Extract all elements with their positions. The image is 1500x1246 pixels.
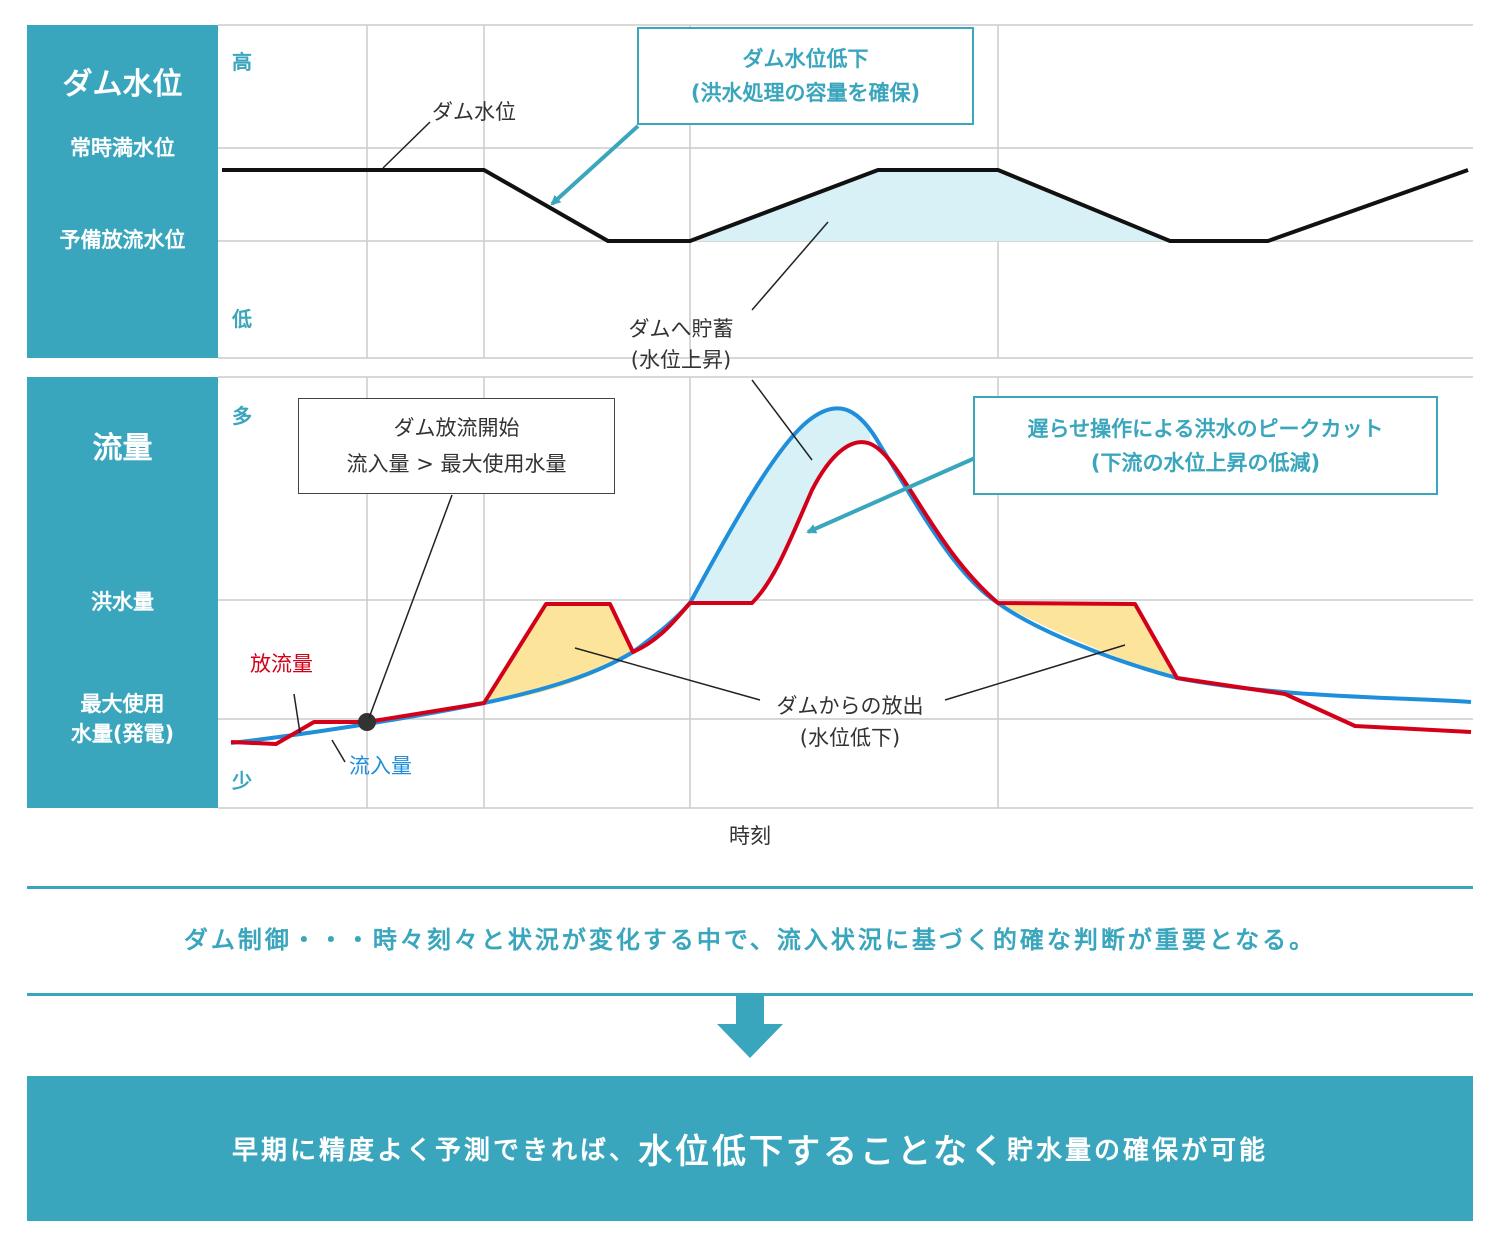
peak-cut-arrow <box>806 456 976 534</box>
level-drop-callout-line1: ダム水位低下 <box>742 47 869 71</box>
dam-level-panel: ダム水位 常時満水位 予備放流水位 <box>27 25 218 358</box>
summary-bottom-rule <box>27 993 1473 996</box>
axis-low-label: 低 <box>232 307 252 331</box>
conclusion-banner: 早期に精度よく予測できれば、 水位低下することなく 貯水量の確保が可能 <box>27 1076 1473 1221</box>
level-drop-callout-line2: (洪水処理の容量を確保) <box>690 81 921 105</box>
flood-flow-label: 洪水量 <box>91 590 154 614</box>
dam-level-annotation: ダム水位 <box>432 100 516 124</box>
leader-lines <box>293 121 1126 763</box>
discharge-annotation-line2: (水位低下) <box>799 726 901 750</box>
conclusion-part1: 早期に精度よく予測できれば、 <box>231 1136 638 1166</box>
dam-storage-area <box>690 170 1170 241</box>
axis-few-label: 少 <box>232 769 252 793</box>
flow-panel: 流量 洪水量 最大使用 水量(発電) <box>27 377 218 808</box>
release-area-2 <box>998 603 1177 678</box>
level-drop-callout: ダム水位低下 (洪水処理の容量を確保) <box>637 27 974 125</box>
summary-top-rule <box>27 886 1473 889</box>
max-use-flow-label-line1: 最大使用 <box>80 692 165 716</box>
peak-cut-callout-line1: 遅らせ操作による洪水のピークカット <box>1027 417 1384 441</box>
peak-cut-callout-line2: (下流の水位上昇の低減) <box>1090 451 1321 475</box>
inflow-legend-label: 流入量 <box>349 754 412 778</box>
conclusion-part2: 水位低下することなく <box>638 1132 1007 1172</box>
down-arrow-icon <box>717 996 783 1058</box>
storage-annotation-line1: ダムへ貯蓄 <box>628 317 734 341</box>
release-start-point <box>358 713 376 731</box>
release-start-callout: ダム放流開始 流入量 > 最大使用水量 <box>298 398 615 494</box>
x-axis-label: 時刻 <box>729 824 771 848</box>
release-start-callout-line2: 流入量 > 最大使用水量 <box>346 452 567 476</box>
outflow-line <box>230 440 1472 746</box>
summary-text: ダム制御・・・時々刻々と状況が変化する中で、流入状況に基づく的確な判断が重要とな… <box>183 926 1317 954</box>
inflow-line <box>230 406 1472 745</box>
level-drop-arrow <box>550 124 640 206</box>
release-start-callout-line1: ダム放流開始 <box>393 416 520 440</box>
reserve-discharge-level-label: 予備放流水位 <box>59 228 186 252</box>
storage-annotation-line2: (水位上昇) <box>630 348 732 372</box>
max-use-flow-label-line2: 水量(発電) <box>70 722 175 746</box>
discharge-annotation-line1: ダムからの放出 <box>776 694 924 718</box>
peak-cut-callout: 遅らせ操作による洪水のピークカット (下流の水位上昇の低減) <box>973 396 1438 495</box>
dam-water-level-line <box>222 168 1469 243</box>
flow-panel-title: 流量 <box>92 431 153 466</box>
full-water-level-label: 常時満水位 <box>70 136 175 160</box>
conclusion-part3: 貯水量の確保が可能 <box>1006 1136 1268 1166</box>
dam-level-panel-title: ダム水位 <box>62 67 183 102</box>
axis-high-label: 高 <box>232 50 252 74</box>
outflow-legend-label: 放流量 <box>250 652 313 676</box>
release-area-1 <box>484 604 633 703</box>
axis-many-label: 多 <box>232 404 252 428</box>
dam-operation-diagram: 時刻 <box>218 24 1473 848</box>
peak-cut-area <box>690 408 870 603</box>
